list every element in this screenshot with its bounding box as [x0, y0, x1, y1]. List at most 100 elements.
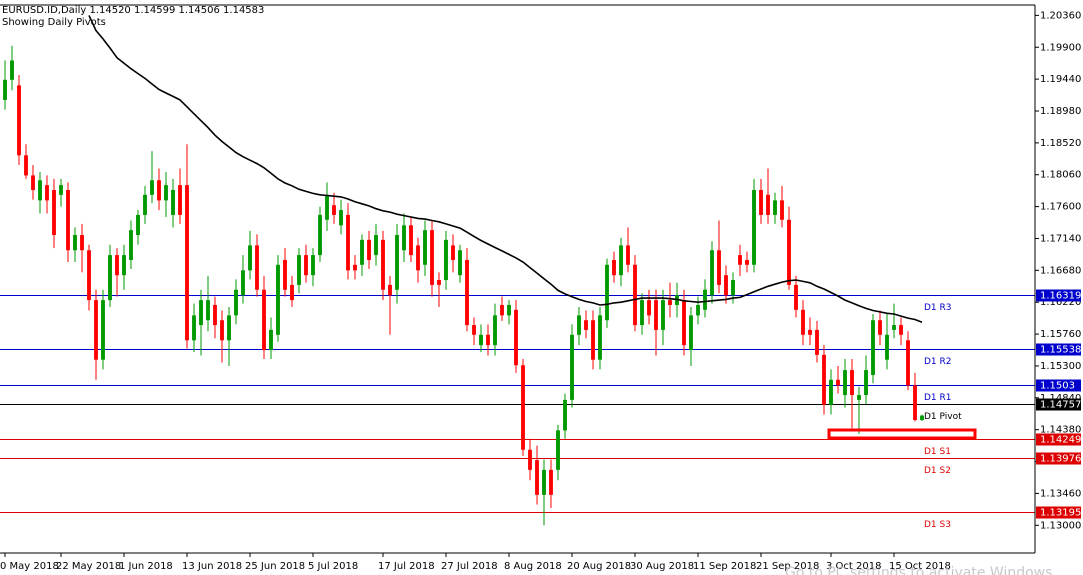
candle-body: [801, 309, 805, 335]
level-price-box: [1036, 506, 1081, 519]
candle-body: [122, 255, 126, 276]
candle-body: [556, 430, 560, 470]
y-tick-label: 1.18520: [1040, 138, 1081, 149]
level-price-label: 1.14249: [1040, 435, 1081, 446]
candle-body: [248, 245, 252, 271]
highlight-box: [827, 428, 977, 440]
x-tick-label: 13 Jun 2018: [182, 561, 242, 572]
candle-body: [591, 320, 595, 360]
candle-body: [136, 214, 140, 236]
candle-body: [416, 245, 420, 271]
candle-body: [458, 250, 462, 276]
x-tick-label: 17 Jul 2018: [378, 561, 435, 572]
candle-body: [668, 300, 672, 305]
candle-body: [780, 200, 784, 220]
candle-body: [598, 315, 602, 360]
y-tick-label: 1.14380: [1040, 425, 1081, 436]
candle-body: [437, 280, 441, 285]
candle-body: [647, 300, 651, 316]
candle-body: [381, 239, 385, 290]
candle-body: [871, 320, 875, 375]
x-tick-label: 30 Aug 2018: [630, 561, 694, 572]
x-tick-label: 8 Aug 2018: [504, 561, 562, 572]
candle-body: [759, 189, 763, 215]
indicator-note: Showing Daily Pivots: [2, 17, 106, 28]
candle-body: [563, 399, 567, 431]
candle-body: [682, 300, 686, 346]
candle-body: [234, 289, 238, 316]
candle-body: [276, 264, 280, 335]
candle-body: [290, 284, 294, 301]
candle-body: [766, 194, 770, 215]
level-name: D1 S1: [924, 447, 951, 457]
candle-body: [493, 315, 497, 346]
candle-body: [395, 235, 399, 290]
candle-body: [885, 334, 889, 360]
candle-body: [402, 225, 406, 251]
candle-body: [101, 300, 105, 360]
y-tick-label: 1.13000: [1040, 520, 1081, 531]
candle-body: [913, 385, 917, 420]
candle-body: [206, 300, 210, 321]
y-tick-label: 1.18980: [1040, 106, 1081, 117]
candle-body: [857, 395, 861, 400]
level-price-label: 1.13195: [1040, 508, 1081, 519]
candle-body: [339, 210, 343, 226]
level-price-box: [1036, 343, 1081, 356]
candle-body: [486, 334, 490, 346]
candle-body: [59, 185, 63, 195]
candle-body: [605, 264, 609, 321]
candle-body: [836, 379, 840, 386]
candle-body: [80, 235, 84, 251]
candle-body: [185, 185, 189, 341]
candle-body: [507, 304, 511, 316]
moving-average-line: [88, 15, 923, 324]
candle-body: [633, 264, 637, 326]
y-tick-label: 1.16680: [1040, 265, 1081, 276]
x-tick-label: 15 Oct 2018: [889, 561, 951, 572]
x-tick-label: 11 Sep 2018: [693, 561, 756, 572]
y-tick-label: 1.20360: [1040, 10, 1081, 21]
symbol-line: EURUSD.ID,Daily 1.14520 1.14599 1.14506 …: [2, 5, 264, 16]
candle-body: [479, 334, 483, 346]
candle-body: [297, 255, 301, 285]
candle-body: [815, 329, 819, 355]
candle-body: [129, 230, 133, 260]
candle-body: [10, 60, 14, 80]
candle-body: [87, 250, 91, 301]
level-price-label: 1.1503: [1040, 381, 1075, 392]
axes-layer: 1.20360 1.19900 1.19440 1.18980 1.18520 1.180…: [0, 10, 1081, 572]
candle-body: [696, 304, 700, 316]
candle-body: [430, 230, 434, 285]
level-name: D1 S2: [924, 466, 951, 476]
level-name: D1 R1: [924, 393, 952, 403]
candle-body: [738, 255, 742, 265]
candle-body: [220, 320, 224, 341]
candle-body: [227, 315, 231, 341]
x-tick-label: 1 Jun 2018: [119, 561, 173, 572]
plot-area: [3, 15, 924, 526]
candle-body: [654, 300, 658, 330]
candle-body: [360, 239, 364, 265]
candle-body: [31, 175, 35, 190]
candle-body: [255, 245, 259, 290]
candle-body: [619, 245, 623, 276]
candle-body: [192, 315, 196, 341]
candle-body: [444, 239, 448, 281]
level-name: D1 Pivot: [924, 412, 962, 422]
candle-body: [304, 255, 308, 276]
candle-body: [528, 449, 532, 470]
candle-body: [787, 219, 791, 285]
candle-body: [332, 205, 336, 215]
level-price-box: [1036, 452, 1081, 465]
level-price-box: [1036, 379, 1081, 392]
candle-body: [892, 325, 896, 330]
candle-body: [843, 370, 847, 396]
candle-body: [269, 329, 273, 351]
candle-body: [38, 180, 42, 201]
candle-body: [3, 79, 7, 100]
candle-body: [731, 280, 735, 296]
candle-body: [535, 460, 539, 495]
